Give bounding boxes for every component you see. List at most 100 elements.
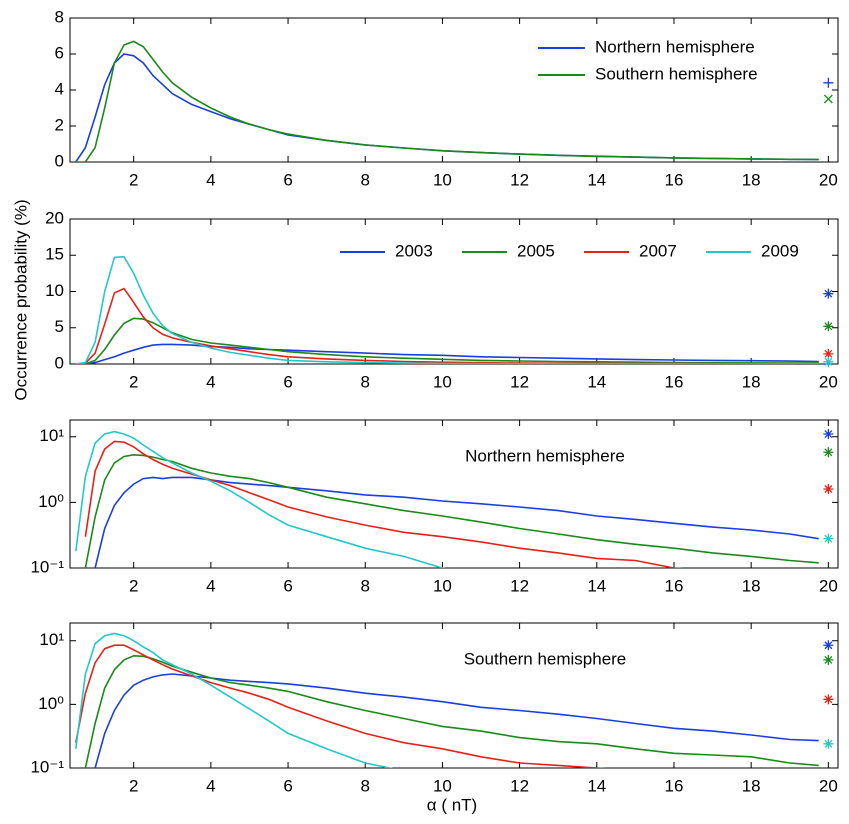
plot-frame — [69, 218, 839, 365]
x-tick-label: 16 — [665, 776, 684, 795]
summary-marker — [823, 640, 834, 651]
x-tick-label: 14 — [587, 170, 606, 189]
x-tick-label: 2 — [129, 170, 138, 189]
y-tick-label: 5 — [55, 317, 64, 336]
legend-label: Southern hemisphere — [595, 64, 758, 83]
x-tick-label: 10 — [433, 170, 452, 189]
x-tick-label: 4 — [206, 372, 215, 391]
series-line — [75, 632, 394, 768]
y-tick-label: 6 — [55, 43, 64, 62]
summary-marker — [823, 429, 834, 440]
series-line — [84, 453, 819, 568]
summary-marker — [823, 77, 834, 88]
x-tick-label: 16 — [665, 170, 684, 189]
series-line — [84, 440, 685, 568]
y-tick-label: 0 — [55, 151, 64, 170]
series-line — [75, 430, 446, 568]
x-tick-label: 8 — [361, 372, 370, 391]
panel: 2 4 6 8 10 12 14 16 18 20 10⁻¹ 10⁰ 10¹ Northern hemis… — [30, 419, 839, 595]
x-tick-label: 14 — [587, 776, 606, 795]
x-tick-label: 20 — [819, 576, 838, 595]
summary-marker — [823, 348, 834, 359]
y-tick-label: 10¹ — [39, 630, 64, 649]
x-tick-label: 18 — [742, 776, 761, 795]
x-tick-label: 10 — [433, 372, 452, 391]
y-tick-label: 4 — [55, 79, 64, 98]
x-tick-label: 2 — [129, 776, 138, 795]
series-line — [75, 644, 608, 768]
y-tick-label: 10 — [45, 281, 64, 300]
series-line — [75, 287, 819, 364]
plot-frame — [69, 419, 839, 569]
series-lines — [75, 40, 819, 162]
y-tick-label: 0 — [55, 353, 64, 372]
x-tick-label: 4 — [206, 576, 215, 595]
series-line — [75, 343, 819, 364]
x-tick-label: 10 — [433, 576, 452, 595]
y-tick-label: 10¹ — [39, 426, 64, 445]
x-tick-label: 18 — [742, 372, 761, 391]
y-tick-label: 8 — [55, 7, 64, 26]
x-tick-label: 14 — [587, 372, 606, 391]
legend-label: Northern hemisphere — [595, 37, 755, 56]
x-tick-label: 8 — [361, 170, 370, 189]
y-tick-label: 10⁻¹ — [30, 757, 64, 776]
summary-marker — [823, 356, 834, 367]
x-tick-label: 2 — [129, 576, 138, 595]
x-tick-label: 6 — [283, 170, 292, 189]
panel-annotation: Southern hemisphere — [464, 649, 627, 668]
x-tick-label: 12 — [510, 776, 529, 795]
y-axis-label: Occurrence probability (%) — [11, 199, 30, 400]
y-tick-label: 10⁰ — [38, 492, 64, 511]
series-line — [84, 654, 819, 768]
series-line — [94, 673, 819, 768]
summary-marker — [823, 447, 834, 458]
summary-marker — [823, 94, 833, 104]
x-tick-label: 2 — [129, 372, 138, 391]
summary-marker — [823, 738, 834, 749]
x-tick-label: 16 — [665, 576, 684, 595]
x-tick-label: 16 — [665, 372, 684, 391]
legend-label: 2003 — [395, 241, 433, 260]
x-tick-label: 12 — [510, 576, 529, 595]
x-tick-label: 20 — [819, 170, 838, 189]
x-tick-label: 10 — [433, 776, 452, 795]
legend-label: 2007 — [639, 241, 677, 260]
y-tick-label: 10⁻¹ — [30, 557, 64, 576]
x-tick-label: 6 — [283, 372, 292, 391]
legend-label: 2005 — [517, 241, 555, 260]
summary-marker — [823, 288, 834, 299]
summary-marker — [823, 321, 834, 332]
x-axis-label: α ( nT) — [427, 795, 477, 814]
summary-marker — [823, 694, 834, 705]
series-lines — [75, 632, 819, 768]
series-lines — [75, 430, 819, 568]
x-tick-label: 12 — [510, 170, 529, 189]
series-line — [75, 255, 819, 364]
legend-label: 2009 — [761, 241, 799, 260]
x-tick-label: 6 — [283, 576, 292, 595]
x-tick-label: 8 — [361, 576, 370, 595]
x-tick-label: 12 — [510, 372, 529, 391]
y-tick-label: 20 — [45, 208, 64, 227]
y-tick-label: 2 — [55, 115, 64, 134]
x-tick-label: 14 — [587, 576, 606, 595]
x-tick-label: 4 — [206, 170, 215, 189]
summary-marker — [823, 533, 834, 544]
series-lines — [75, 255, 819, 364]
plot-frame — [69, 622, 839, 769]
y-tick-label: 15 — [45, 245, 64, 264]
series-line — [94, 476, 819, 568]
panel-annotation: Northern hemisphere — [465, 446, 625, 465]
summary-marker — [823, 483, 834, 494]
panel: 2 4 6 8 10 12 14 16 18 20 10⁻¹ 10⁰ 10¹ Southern hemis… — [30, 622, 839, 795]
x-tick-label: 18 — [742, 576, 761, 595]
series-line — [75, 317, 819, 364]
x-tick-label: 4 — [206, 776, 215, 795]
x-tick-label: 18 — [742, 170, 761, 189]
x-tick-label: 8 — [361, 776, 370, 795]
x-tick-label: 20 — [819, 372, 838, 391]
summary-marker — [823, 654, 834, 665]
